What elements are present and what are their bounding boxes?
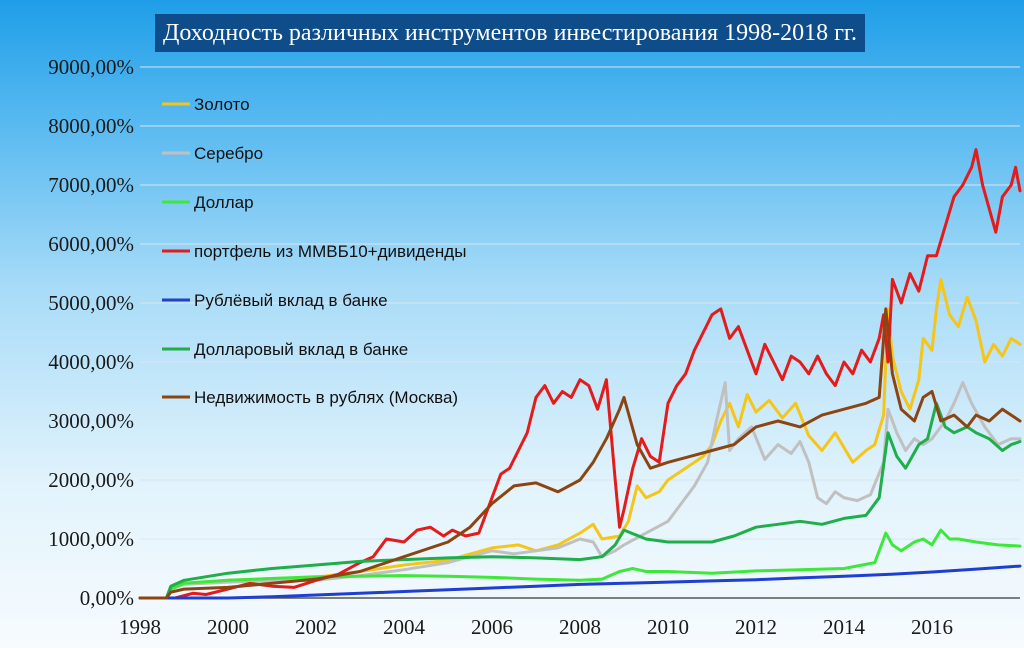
y-tick-label: 2000,00% bbox=[48, 468, 134, 492]
y-tick-label: 5000,00% bbox=[48, 291, 134, 315]
legend-label: Рублёвый вклад в банке bbox=[194, 291, 388, 310]
x-tick-label: 2000 bbox=[207, 615, 249, 639]
series-line bbox=[138, 148, 1022, 600]
x-tick-label: 2006 bbox=[471, 615, 513, 639]
x-tick-label: 2002 bbox=[295, 615, 337, 639]
y-tick-label: 1000,00% bbox=[48, 527, 134, 551]
legend-label: Доллар bbox=[194, 193, 254, 212]
x-tick-label: 2012 bbox=[735, 615, 777, 639]
legend: Золото Серебро Доллар портфель из ММВБ10+ди… bbox=[162, 95, 466, 407]
grid-lines bbox=[140, 66, 1020, 599]
y-tick-label: 6000,00% bbox=[48, 232, 134, 256]
x-tick-label: 2004 bbox=[383, 615, 426, 639]
legend-label: Недвижимость в рублях (Москва) bbox=[194, 388, 458, 407]
x-tick-label: 2010 bbox=[647, 615, 689, 639]
series-line bbox=[138, 528, 1022, 600]
y-tick-label: 4000,00% bbox=[48, 350, 134, 374]
x-axis-ticks: 1998 2000 2002 2004 2006 2008 2010 2012 2014 2016 bbox=[119, 615, 953, 639]
x-tick-label: 2016 bbox=[911, 615, 953, 639]
series-line bbox=[138, 277, 1022, 600]
y-tick-label: 8000,00% bbox=[48, 114, 134, 138]
series-line bbox=[138, 307, 1022, 600]
legend-label: Золото bbox=[194, 95, 250, 114]
legend-label: Серебро bbox=[194, 144, 263, 163]
series-line bbox=[138, 381, 1022, 600]
y-tick-label: 9000,00% bbox=[48, 55, 134, 79]
x-tick-label: 2008 bbox=[559, 615, 601, 639]
y-tick-label: 3000,00% bbox=[48, 409, 134, 433]
legend-label: Долларовый вклад в банке bbox=[194, 340, 408, 359]
x-tick-label: 2014 bbox=[823, 615, 866, 639]
series-line bbox=[138, 401, 1022, 600]
series-line bbox=[138, 564, 1022, 600]
y-axis-ticks: 0,00% 1000,00% 2000,00% 3000,00% 4000,00% 500… bbox=[48, 55, 134, 610]
y-tick-label: 7000,00% bbox=[48, 173, 134, 197]
y-tick-label: 0,00% bbox=[80, 586, 134, 610]
series-lines bbox=[138, 148, 1022, 600]
chart-title: Доходность различных инструментов инвест… bbox=[155, 14, 866, 52]
legend-label: портфель из ММВБ10+дивиденды bbox=[194, 242, 466, 261]
x-tick-label: 1998 bbox=[119, 615, 161, 639]
